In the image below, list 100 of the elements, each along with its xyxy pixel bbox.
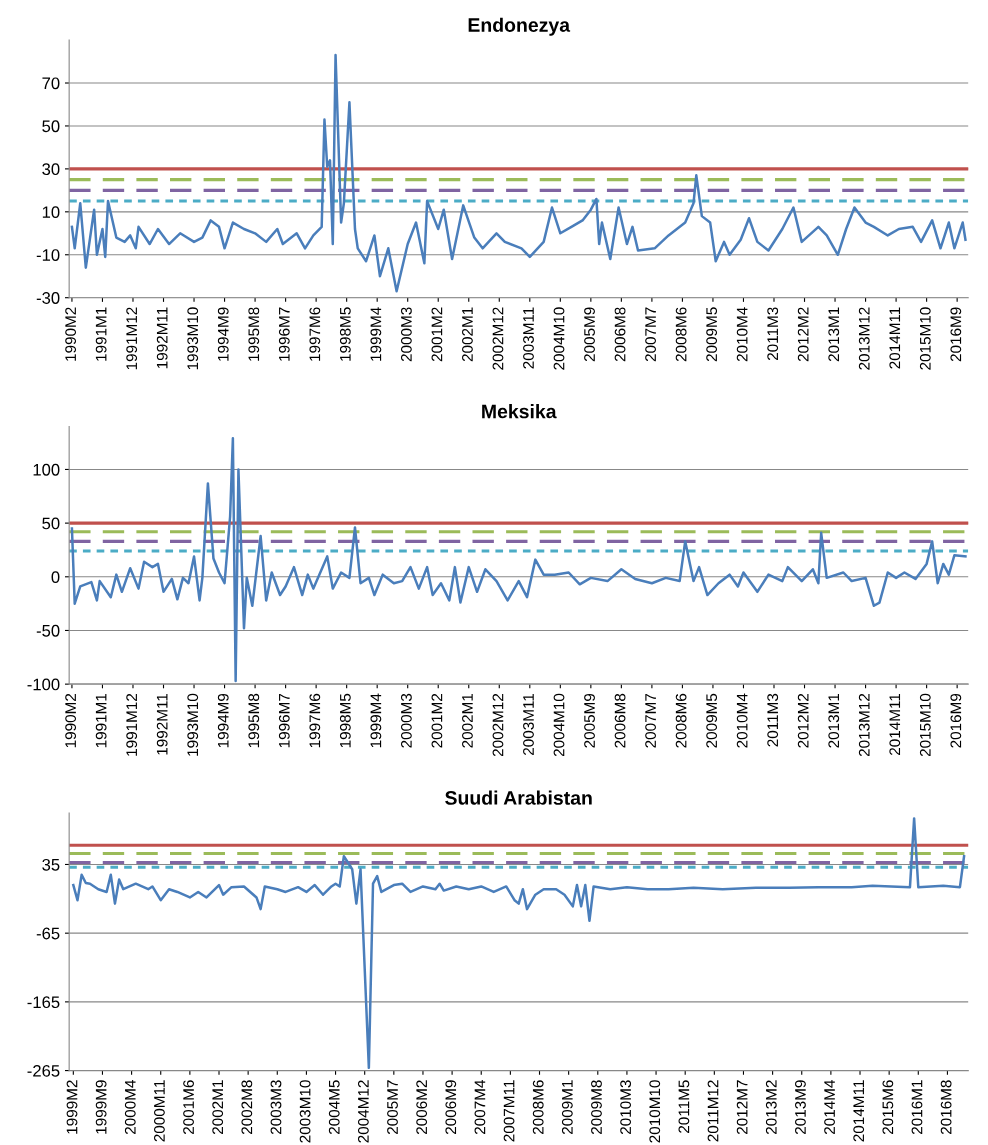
x-tick-label: 2003M11 — [523, 693, 534, 755]
x-tick-label: 2013M1 — [828, 307, 840, 362]
x-tick-label: 2010M4 — [736, 307, 748, 362]
x-tick-label: 2011M3 — [767, 307, 779, 361]
x-tick-label: 1999M9 — [95, 1080, 107, 1134]
chart-title: Suudi Arabistan — [445, 790, 592, 805]
x-tick-label: 2014M11 — [853, 1080, 865, 1142]
x-tick-label: 2002M12 — [492, 693, 504, 757]
x-tick-label: 2012M2 — [797, 307, 809, 362]
x-tick-label: 2005M9 — [584, 307, 595, 362]
x-tick-label: 1994M9 — [217, 307, 229, 361]
x-tick-label: 1996M7 — [278, 693, 290, 748]
x-tick-label: 2003M11 — [523, 307, 534, 369]
x-tick-label: 2002M1 — [462, 307, 473, 362]
x-tick-label: 1994M9 — [217, 693, 229, 748]
x-tick-label: 1990M2 — [65, 693, 77, 748]
x-tick-label: 2013M12 — [858, 307, 870, 370]
x-tick-label: 2010M10 — [649, 1080, 661, 1143]
x-tick-label: 1999M4 — [370, 307, 382, 361]
x-tick-label: 2004M10 — [553, 693, 565, 757]
x-tick-label: 2013M12 — [858, 693, 870, 757]
line-series — [70, 53, 967, 293]
x-tick-label: 1991M1 — [95, 693, 107, 748]
y-tick-label: 35 — [42, 858, 60, 871]
x-tick-label: 2006M8 — [614, 693, 626, 748]
x-tick-label: 1996M7 — [278, 307, 290, 361]
x-tick-label: 2007M11 — [503, 1080, 515, 1142]
x-tick-label: 2009M5 — [706, 693, 718, 748]
x-tick-label: 2010M4 — [736, 693, 748, 748]
x-tick-label: 2000M11 — [154, 1080, 165, 1142]
x-tick-label: 1992M11 — [156, 307, 168, 369]
x-tick-label: 2013M2 — [765, 1080, 777, 1135]
y-tick-label: -50 — [36, 624, 60, 637]
x-tick-label: 2005M9 — [584, 693, 595, 748]
y-tick-label: 30 — [42, 163, 60, 176]
x-tick-label: 2004M10 — [553, 307, 565, 370]
x-tick-label: 2011M3 — [767, 693, 779, 747]
x-tick-label: 2009M8 — [591, 1080, 602, 1135]
x-tick-label: 2010M3 — [620, 1080, 632, 1135]
x-tick-label: 2016M1 — [911, 1080, 923, 1135]
x-tick-label: 1995M8 — [248, 307, 260, 361]
y-tick-label: 50 — [42, 517, 60, 530]
y-tick-label: 10 — [42, 206, 60, 219]
x-tick-label: 1992M11 — [156, 693, 168, 755]
x-tick-label: 2016M9 — [950, 693, 962, 748]
x-tick-label: 2015M6 — [882, 1080, 894, 1135]
y-tick-label: 100 — [33, 463, 60, 476]
x-tick-label: 2004M12 — [357, 1080, 369, 1143]
x-tick-label: 1998M5 — [339, 693, 351, 748]
x-tick-label: 1998M5 — [339, 307, 351, 361]
y-tick-label: -65 — [36, 927, 60, 940]
x-tick-label: 2013M1 — [828, 693, 840, 748]
x-tick-label: 2002M12 — [492, 307, 504, 370]
y-tick-label: -265 — [27, 1064, 60, 1077]
x-tick-label: 2002M1 — [212, 1080, 224, 1135]
x-tick-label: 2003M3 — [270, 1080, 282, 1135]
x-tick-label: 2001M2 — [431, 307, 443, 362]
x-tick-label: 2006M8 — [614, 307, 626, 362]
x-tick-label: 2014M4 — [824, 1080, 835, 1135]
x-tick-label: 1990M2 — [65, 307, 77, 361]
x-tick-label: 2015M10 — [919, 307, 931, 370]
x-tick-label: 1991M12 — [126, 693, 138, 756]
x-tick-label: 1993M10 — [187, 307, 199, 370]
x-tick-label: 2000M3 — [400, 307, 412, 362]
x-tick-label: 2002M8 — [241, 1080, 253, 1135]
x-tick-label: 2008M6 — [532, 1080, 544, 1135]
y-tick-label: 0 — [51, 571, 60, 583]
chart-title: Meksika — [482, 404, 557, 419]
x-tick-label: 2012M7 — [736, 1080, 748, 1135]
x-tick-label: 2014M11 — [889, 693, 901, 755]
x-tick-label: 1997M6 — [309, 693, 321, 748]
x-tick-label: 2015M10 — [919, 693, 931, 757]
x-tick-label: 2007M7 — [645, 693, 656, 748]
y-tick-label: -10 — [36, 249, 60, 261]
x-tick-label: 2007M4 — [474, 1080, 486, 1135]
x-tick-label: 2006M9 — [445, 1080, 457, 1135]
x-tick-label: 2003M10 — [299, 1080, 311, 1143]
y-tick-label: 50 — [42, 120, 60, 133]
x-tick-label: 1997M6 — [309, 307, 321, 361]
x-tick-label: 2007M7 — [645, 307, 656, 362]
x-tick-label: 2008M6 — [675, 307, 687, 362]
x-tick-label: 2001M6 — [183, 1080, 194, 1135]
x-tick-label: 2000M4 — [124, 1080, 136, 1135]
x-tick-label: 2002M1 — [462, 693, 473, 748]
chart-title: Endonezya — [468, 17, 571, 36]
y-tick-label: -30 — [36, 292, 60, 304]
x-tick-label: 2009M1 — [561, 1080, 573, 1135]
x-tick-label: 1991M1 — [95, 307, 107, 361]
x-tick-label: 1999M2 — [66, 1080, 78, 1134]
line-series — [72, 817, 966, 1070]
x-tick-label: 2005M7 — [387, 1080, 398, 1135]
x-tick-label: 2006M2 — [416, 1080, 428, 1135]
x-tick-label: 2008M6 — [675, 693, 687, 748]
x-tick-label: 2016M9 — [950, 307, 962, 362]
x-tick-label: 2013M9 — [795, 1080, 806, 1135]
x-tick-label: 2001M2 — [431, 693, 443, 748]
x-tick-label: 1999M4 — [370, 693, 382, 748]
x-tick-label: 2012M2 — [797, 693, 809, 748]
x-tick-label: 2011M5 — [678, 1080, 690, 1133]
x-tick-label: 1993M10 — [187, 693, 199, 756]
